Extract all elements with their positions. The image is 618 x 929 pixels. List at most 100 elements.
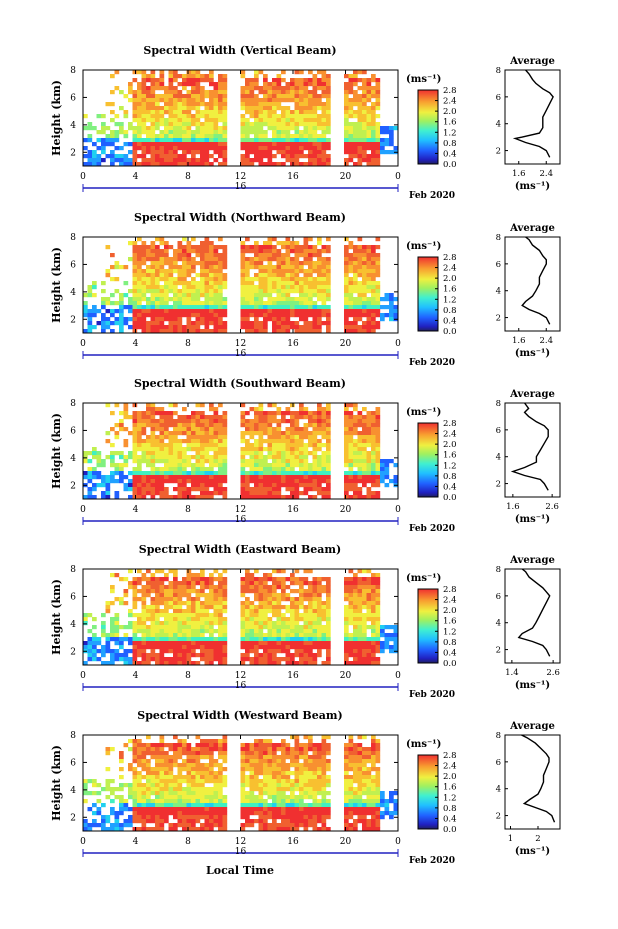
heatmap-cell	[303, 106, 309, 111]
heatmap-cell	[294, 289, 300, 294]
heatmap-cell	[146, 625, 151, 630]
heatmap-cell	[267, 435, 273, 440]
heatmap-cell	[263, 491, 268, 496]
heatmap-cell	[191, 301, 196, 306]
heatmap-cell	[164, 118, 169, 123]
heatmap-cell	[155, 645, 160, 650]
heatmap-cell	[285, 138, 291, 143]
heatmap-cell	[173, 162, 178, 167]
heatmap-cell	[213, 629, 219, 634]
heatmap-cell	[204, 130, 210, 135]
heatmap-cell	[281, 585, 286, 590]
heatmap-cell	[272, 257, 277, 262]
heatmap-cell	[285, 661, 291, 666]
heatmap-cell	[267, 597, 273, 602]
heatmap-cell	[114, 653, 120, 658]
heatmap-cell	[173, 411, 178, 416]
heatmap-cell	[276, 130, 282, 135]
heatmap-cell	[150, 403, 156, 408]
heatmap-cell	[348, 257, 354, 262]
heatmap-cell	[222, 479, 228, 484]
heatmap-cell	[146, 277, 151, 282]
heatmap-cell	[245, 427, 250, 432]
heatmap-cell	[110, 625, 115, 630]
heatmap-cell	[267, 431, 273, 436]
heatmap-cell	[150, 126, 156, 131]
heatmap-cell	[177, 126, 183, 131]
heatmap-cell	[366, 146, 372, 151]
heatmap-cell	[191, 455, 196, 460]
heatmap-cell	[285, 245, 291, 250]
heatmap-cell	[141, 241, 147, 246]
heatmap-cell	[209, 249, 214, 254]
heatmap-cell	[191, 605, 196, 610]
heatmap-cell	[204, 661, 210, 666]
heatmap-cell	[123, 317, 129, 322]
heatmap-cell	[222, 297, 228, 302]
heatmap-cell	[177, 94, 183, 99]
heatmap-cell	[119, 313, 124, 318]
heatmap-cell	[105, 245, 111, 250]
profile-title: Average	[509, 389, 555, 400]
heatmap-cell	[209, 146, 214, 151]
heatmap-cell	[344, 403, 349, 408]
heatmap-cell	[299, 483, 304, 488]
heatmap-cell	[173, 265, 178, 270]
heatmap-cell	[267, 609, 273, 614]
heatmap-cell	[380, 471, 385, 476]
heatmap-cell	[348, 649, 354, 654]
heatmap-cell	[168, 661, 174, 666]
heatmap-cell	[272, 459, 277, 464]
heatmap-cell	[249, 162, 255, 167]
heatmap-cell	[137, 98, 142, 103]
heatmap-cell	[366, 431, 372, 436]
heatmap-cell	[186, 293, 192, 298]
heatmap-cell	[110, 637, 115, 642]
heatmap-cell	[132, 94, 138, 99]
heatmap-cell	[375, 114, 381, 119]
heatmap-cell	[182, 285, 187, 290]
colorbar-tick-label: 0.4	[443, 316, 457, 326]
heatmap-cell	[249, 605, 255, 610]
heatmap-cell	[276, 657, 282, 662]
heatmap-cell	[317, 621, 322, 626]
heatmap-cell	[263, 495, 268, 500]
heatmap-cell	[146, 130, 151, 135]
heatmap-cell	[146, 249, 151, 254]
heatmap-cell	[186, 597, 192, 602]
heatmap-cell	[137, 277, 142, 282]
heatmap-cell	[159, 415, 165, 420]
heatmap-cell	[348, 90, 354, 95]
profile-x-label: (ms⁻¹)	[515, 181, 550, 192]
heatmap-cell	[146, 443, 151, 448]
heatmap-cell	[141, 158, 147, 163]
heatmap-cell	[366, 577, 372, 582]
heatmap-cell	[366, 435, 372, 440]
heatmap-cell	[132, 795, 138, 800]
heatmap-cell	[263, 577, 268, 582]
heatmap-cell	[168, 597, 174, 602]
heatmap-cell	[101, 325, 106, 330]
heatmap-cell	[164, 495, 169, 500]
heatmap-cell	[357, 158, 363, 163]
heatmap-cell	[362, 593, 367, 598]
heatmap-cell	[263, 427, 268, 432]
heatmap-cell	[200, 479, 205, 484]
heatmap-cell	[132, 423, 138, 428]
heatmap-cell	[128, 98, 133, 103]
heatmap-cell	[290, 86, 295, 91]
heatmap-cell	[366, 110, 372, 115]
heatmap-cell	[164, 158, 169, 163]
heatmap-cell	[348, 641, 354, 646]
heatmap-cell	[141, 653, 147, 658]
heatmap-cell	[168, 451, 174, 456]
heatmap-cell	[312, 309, 318, 314]
heatmap-cell	[362, 577, 367, 582]
heatmap-cell	[101, 653, 106, 658]
heatmap-cell	[159, 325, 165, 330]
heatmap-cell	[209, 625, 214, 630]
heatmap-cell	[321, 633, 327, 638]
heatmap-cell	[348, 114, 354, 119]
heatmap-cell	[177, 118, 183, 123]
heatmap-cell	[105, 138, 111, 143]
